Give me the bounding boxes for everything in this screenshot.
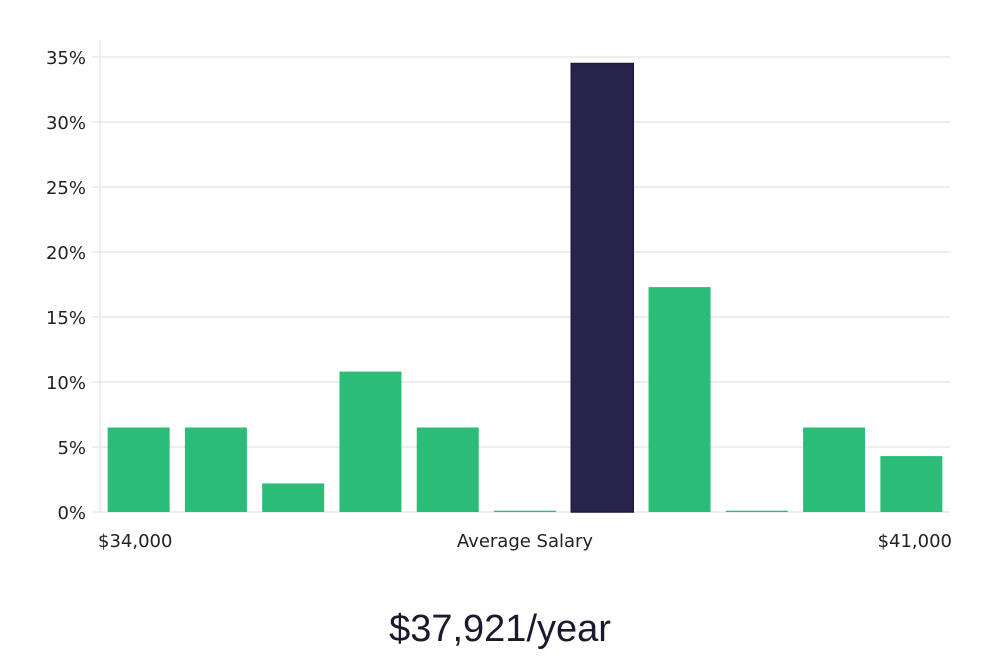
bar xyxy=(262,483,325,512)
average-salary-value: $37,921/year xyxy=(389,608,611,650)
bar-highlight xyxy=(570,62,635,513)
y-tick-label: 15% xyxy=(46,308,86,329)
y-axis-ticks: 0% 5% 10% 15% 20% 25% 30% 35% xyxy=(46,48,86,524)
bar xyxy=(339,371,402,512)
bars xyxy=(107,62,943,513)
x-max-label: $41,000 xyxy=(878,531,952,552)
bar xyxy=(725,510,788,512)
bar xyxy=(803,427,866,512)
y-tick-label: 0% xyxy=(57,503,86,524)
bar xyxy=(416,427,479,512)
y-tick-label: 25% xyxy=(46,178,86,199)
y-tick-label: 5% xyxy=(57,438,86,459)
bar xyxy=(184,427,247,512)
bar xyxy=(494,510,556,512)
x-min-label: $34,000 xyxy=(98,531,172,552)
x-axis-labels: $34,000 Average Salary $41,000 xyxy=(98,531,952,552)
bar xyxy=(648,287,711,512)
bar xyxy=(880,456,943,512)
bar xyxy=(107,427,170,512)
salary-histogram: 0% 5% 10% 15% 20% 25% 30% 35% $34,000 Average S… xyxy=(46,40,952,552)
y-tick-label: 20% xyxy=(46,243,86,264)
y-tick-label: 30% xyxy=(46,113,86,134)
x-axis-title: Average Salary xyxy=(457,531,594,552)
y-tick-label: 35% xyxy=(46,48,86,69)
y-tick-label: 10% xyxy=(46,373,86,394)
